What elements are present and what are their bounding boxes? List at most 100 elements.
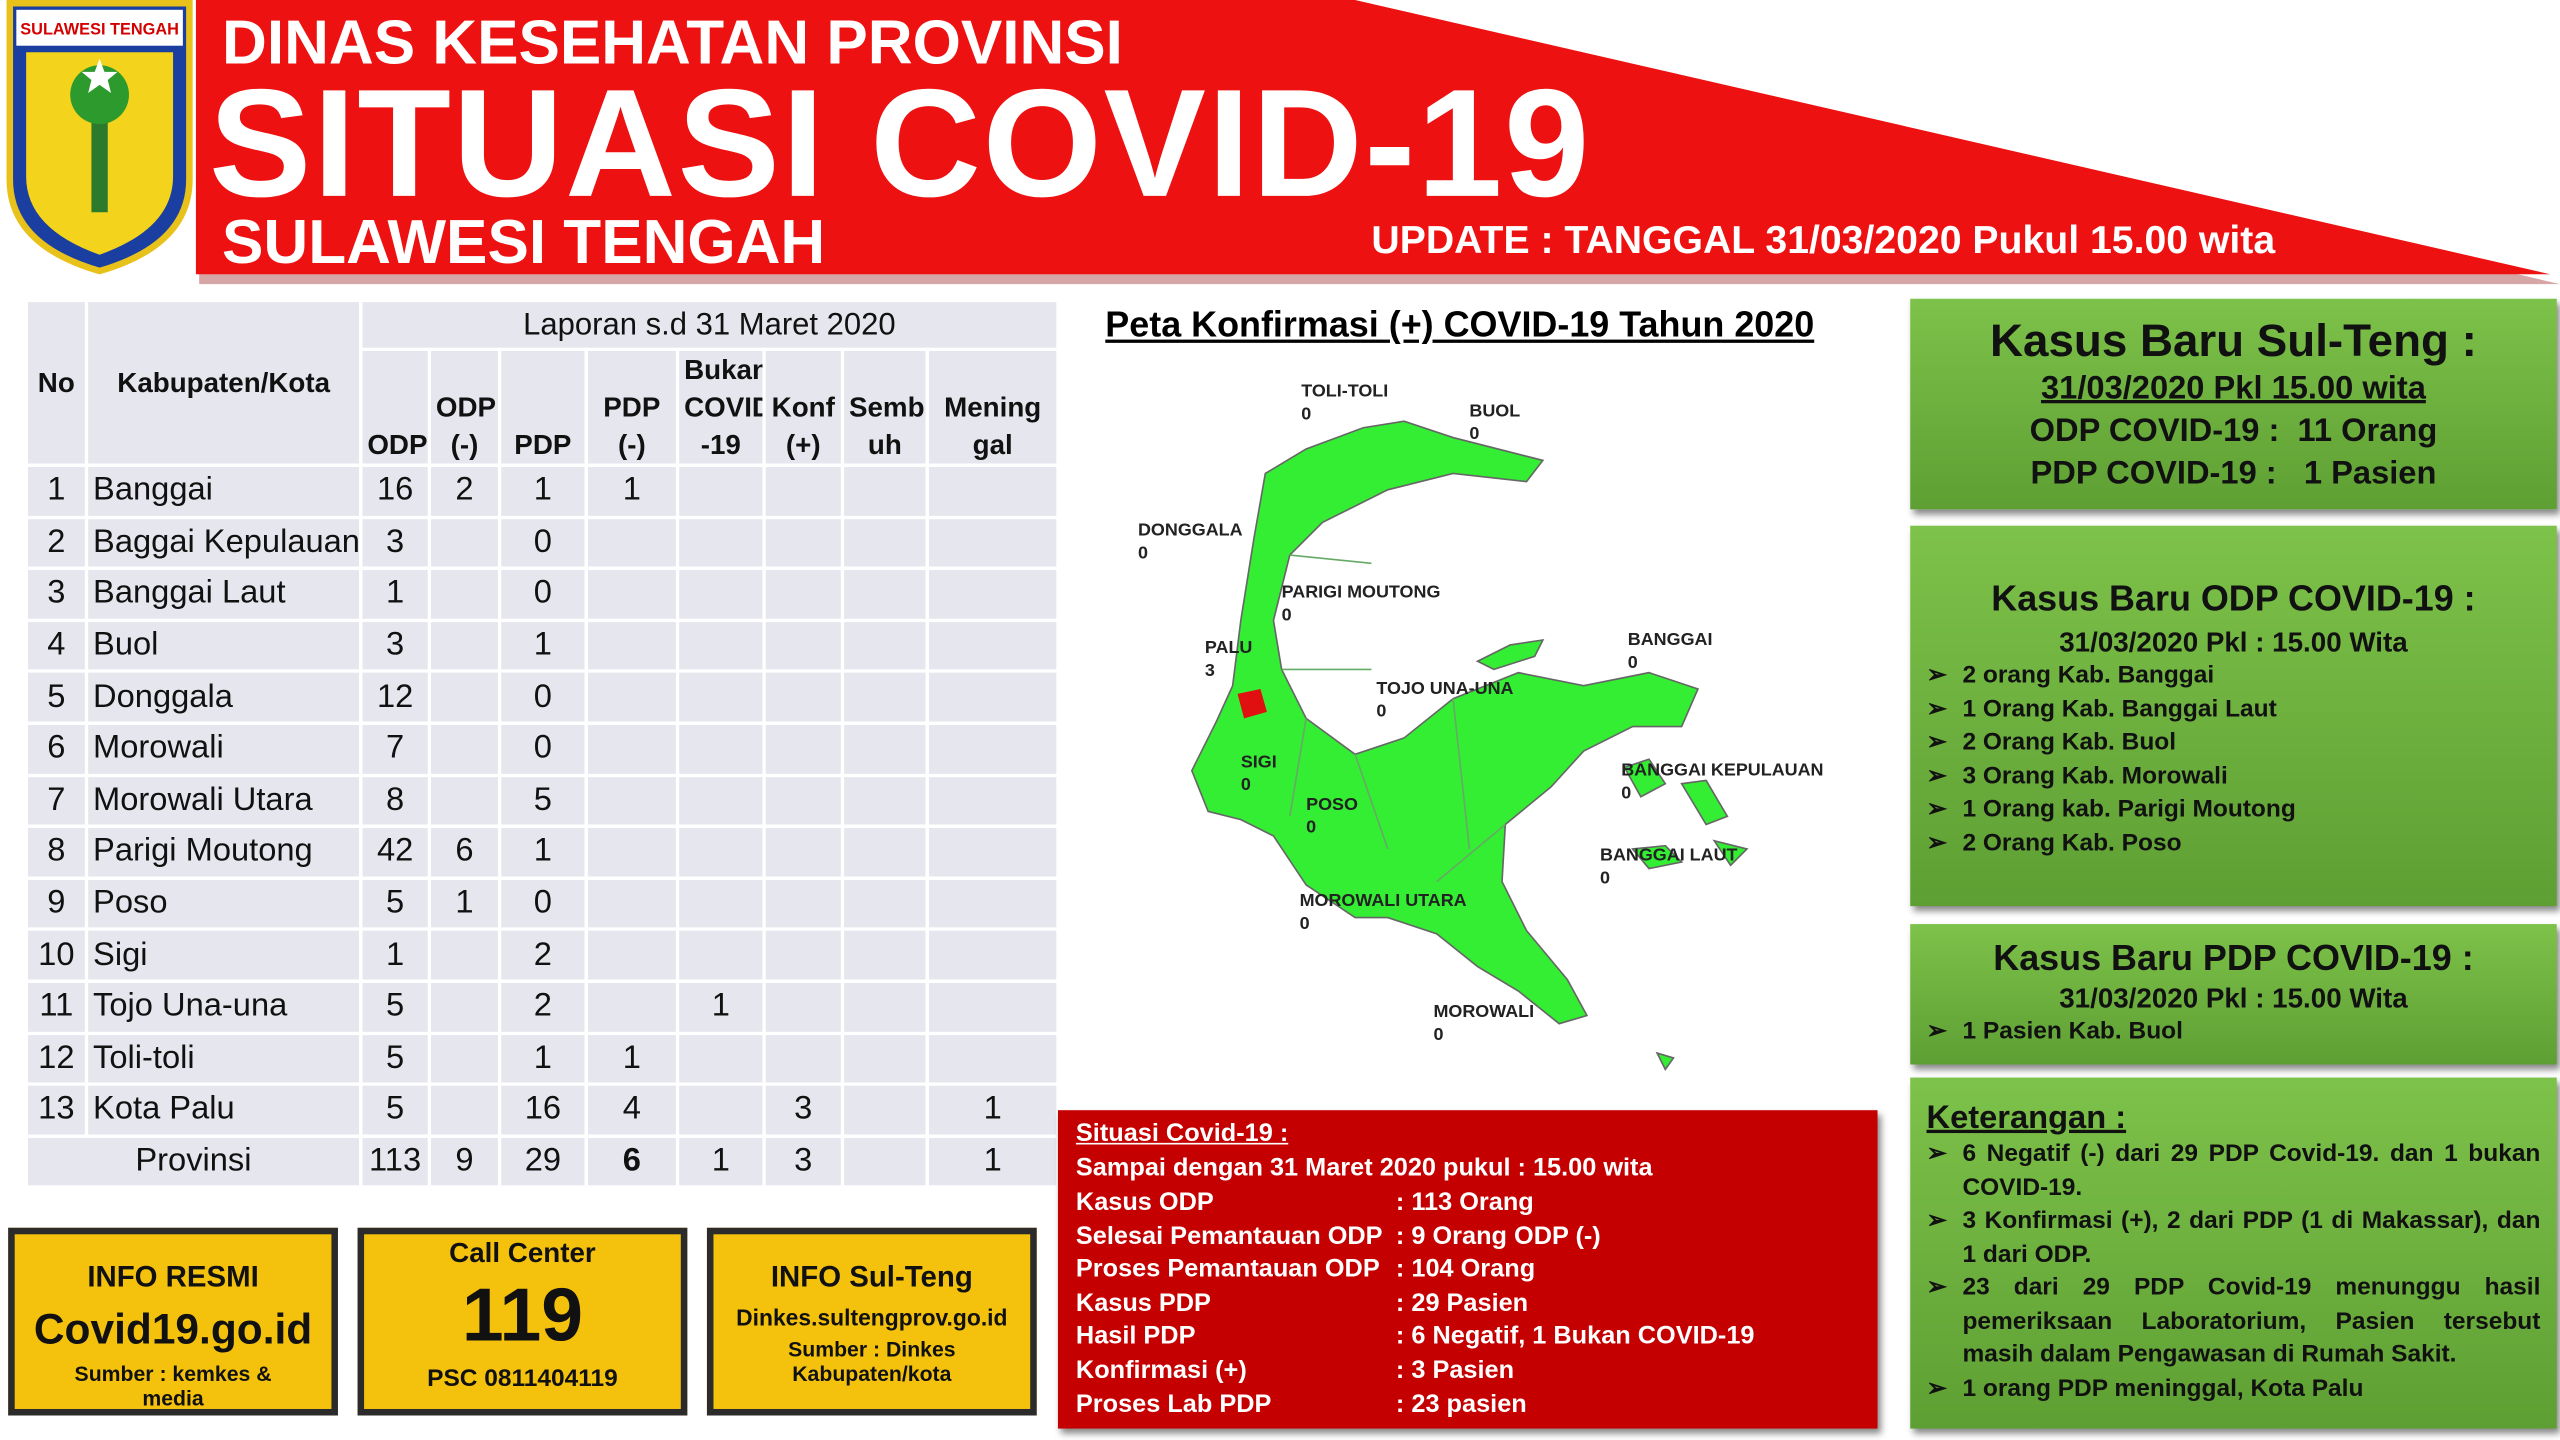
map-label: SIGI [1241,751,1277,771]
table-cell: Donggala [84,670,363,725]
header-row: No Kabupaten/Kota Laporan s.d 31 Maret 202… [24,298,1060,467]
situasi-line: Kasus PDP: 29 Pasien [1076,1289,1878,1323]
table-cell [925,515,1060,571]
table-cell: 1 [497,824,588,880]
table-row: 2 Baggai Kepulauan 3 0 [24,515,1060,571]
table-cell [762,773,845,828]
table-cell: Kota Palu [84,1082,363,1138]
panel-date: 31/03/2020 Pkl : 15.00 Wita [2059,982,2408,1014]
table-cell [925,824,1060,880]
table-cell [427,1031,502,1086]
table-row: 10 Sigi 1 2 [24,927,1060,983]
table-cell [675,515,766,571]
table-cell: Baggai Kepulauan [84,515,363,571]
table-cell: 9 [24,876,89,932]
table-cell: Banggai [84,463,363,519]
table-cell: 12 [24,1031,89,1086]
table-cell [584,927,680,983]
table-cell: 0 [497,515,588,571]
map-value: 3 [1205,660,1215,680]
table-cell [925,670,1060,725]
table-cell: 0 [497,876,588,932]
table-cell [840,1082,929,1138]
map-value: 0 [1306,817,1316,837]
panel-lines: ODP COVID-19 : 11 Orang PDP COVID-19 : 1 … [1910,413,2557,493]
column-header: PDP (-) [584,347,680,467]
table-cell [925,876,1060,932]
total-label: Provinsi [24,1134,363,1190]
panel-title: Kasus Baru Sul-Teng : [1990,315,2477,366]
panel-title: Kasus Baru PDP COVID-19 : [1993,937,2474,978]
list-item: 2 Orang Kab. Poso [1927,827,2557,860]
table-cell: Morowali [84,721,363,777]
situasi-line: Proses Pemantauan ODP: 104 Orang [1076,1256,1878,1290]
table-cell [925,566,1060,622]
table-cell: 8 [24,824,89,880]
situasi-line: Konfirmasi (+): 3 Pasien [1076,1357,1878,1391]
table-cell [925,463,1060,519]
table-cell: 0 [497,721,588,777]
table-row: 8 Parigi Moutong 42 6 1 [24,824,1060,880]
table-cell: 1 [925,1082,1060,1138]
table-cell: Buol [84,618,363,674]
map-value: 0 [1241,774,1251,794]
header-banner: SULAWESI TENGAH [6,0,2560,285]
kasus-baru-panel: Kasus Baru Sul-Teng : 31/03/2020 Pkl 15.… [1910,298,2557,510]
info-note: Sumber : kemkes & media [74,1361,272,1411]
situasi-label: Kasus ODP [1075,1188,1214,1217]
table-cell: 4 [24,618,89,674]
table-cell: 2 [24,515,89,571]
column-header: ODP [359,347,432,467]
table-cell: 5 [359,876,432,932]
table-cell [840,876,929,932]
situasi-label: Selesai Pemantauan ODP [1075,1222,1383,1250]
table-cell [427,773,502,828]
table-cell: Banggai Laut [84,566,363,622]
table-cell [840,979,929,1035]
table-cell [584,773,680,828]
header-row: ODP ODP (-) PDP PDP (-) Bukan COVID -19 Konf … [26,347,1060,467]
table-cell: 1 [675,979,766,1035]
map-value: 0 [1600,867,1610,887]
map-value: 0 [1138,542,1148,562]
table-cell [427,515,502,571]
situasi-label: Proses Lab PDP [1075,1390,1272,1419]
situasi-value: : 6 Negatif, 1 Bukan COVID-19 [1395,1323,1755,1351]
list-item: 3 Orang Kab. Morowali [1927,760,2557,793]
table-cell: 4 [584,1082,680,1138]
table-cell: 5 [359,1082,432,1138]
update-time: UPDATE : TANGGAL 31/03/2020 Pukul 15.00 … [1371,218,2276,263]
table-cell [840,618,929,674]
table-cell: 1 [497,618,588,674]
table-cell: 3 [762,1082,845,1138]
list-item: 3 Konfirmasi (+), 2 dari PDP (1 di Makas… [1927,1205,2541,1272]
table-cell [925,721,1060,777]
column-header: PDP [497,347,588,467]
total-cell [840,1134,929,1190]
table-cell [427,1082,502,1138]
table-cell [762,515,845,571]
table-cell: 5 [497,773,588,828]
table-cell: 3 [359,618,432,674]
table-cell: 11 [24,979,89,1035]
table-cell [584,515,680,571]
table-cell: 2 [497,979,588,1035]
table-cell [427,721,502,777]
table-cell [762,1031,845,1086]
table-cell [925,979,1060,1035]
table-cell: 1 [24,463,89,519]
table-cell: 3 [24,566,89,622]
table-row: 7 Morowali Utara 8 5 [24,773,1060,828]
list-item: 1 Orang kab. Parigi Moutong [1927,793,2557,826]
map-label: BANGGAI LAUT [1600,844,1738,864]
table-row: 11 Tojo Una-una 5 2 1 [24,979,1060,1035]
table-cell [762,463,845,519]
table-cell [840,773,929,828]
column-header: No [24,298,89,467]
table-cell [840,824,929,880]
column-header: Bukan COVID -19 [675,347,766,467]
table-cell: 16 [497,1082,588,1138]
table-cell: Tojo Una-una [84,979,363,1035]
situasi-value: : 9 Orang ODP (-) [1395,1222,1601,1250]
